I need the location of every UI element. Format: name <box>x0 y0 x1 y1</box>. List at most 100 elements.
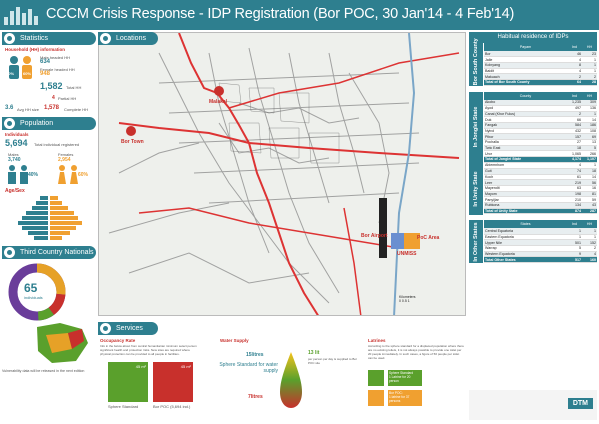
pop-female-pct: 60% <box>78 172 89 178</box>
table-cell: 14 <box>582 174 597 181</box>
table-row: Bor 46 23 <box>484 51 597 58</box>
table-cell: 432 <box>567 128 582 135</box>
table-row: Rubkona 134 43 <box>484 202 597 209</box>
table-cell: 134 <box>567 202 582 209</box>
occupancy-bor-box: 45 m² <box>153 362 193 402</box>
table-cell: Rubkona <box>484 202 567 209</box>
table-cell: 4,174 <box>567 156 582 163</box>
table-cell: Central Equatoria <box>484 228 567 235</box>
table-cell: 4 <box>567 162 582 169</box>
page-title: CCCM Crisis Response - IDP Registration … <box>46 6 515 22</box>
table-row: Nyirol 432 108 <box>484 128 597 135</box>
total-hh-label: Total HH <box>66 85 82 90</box>
table-header: States <box>484 220 567 229</box>
total-hh-value: 1,582 <box>40 81 63 91</box>
table-cell: 8 <box>567 62 582 69</box>
table-row: Mayendit 63 16 <box>484 185 597 192</box>
population-person-icons <box>8 165 78 184</box>
table-cell: 14 <box>582 116 597 123</box>
other-side-label: In Other States <box>469 220 483 264</box>
table-total-row: Total of Jonglei State 4,174 1,107 <box>484 156 597 163</box>
table-cell: 874 <box>567 208 582 215</box>
water-drop-icon <box>280 352 302 408</box>
table-row: Upper Nile 501 152 <box>484 239 597 246</box>
services-panel: Occupancy Rate Info in the below about f… <box>98 322 466 420</box>
table-cell: 1 <box>567 228 582 235</box>
table-cell: 64 <box>567 79 582 86</box>
table-cell: 4 <box>567 56 582 63</box>
water-ratio: 13 lit <box>308 350 320 356</box>
water-actual-value: 7litres <box>248 394 263 400</box>
table-cell: Nyirol <box>484 128 567 135</box>
male-headed-value: 634 <box>40 59 51 65</box>
avg-hh-label: Avg HH size <box>17 107 39 112</box>
population-heading: Population <box>2 117 96 130</box>
table-cell: 1,235 <box>567 99 582 106</box>
table-row: Makuach 2 2 <box>484 73 597 80</box>
services-heading: Services <box>98 322 158 335</box>
bor_south-side-label: In Bor South County <box>469 38 483 91</box>
chart-icon <box>4 33 15 44</box>
latrines-title: Latrines <box>368 338 386 343</box>
table-header: Ind <box>567 43 582 51</box>
table-row: Abiemnhom 4 1 <box>484 162 597 169</box>
table-row: Twic East 18 5 <box>484 145 597 152</box>
occupancy-sphere-box: 45 m² <box>108 362 148 402</box>
latrine-std-box: Sphere Standard 1 Latrine for 20 person <box>388 370 422 386</box>
latrines-text: According to the sphere standard for a d… <box>368 344 464 360</box>
table-cell: 23 <box>582 51 597 58</box>
pin-icon <box>100 33 111 44</box>
table-header: HH <box>582 220 597 229</box>
table-cell: Guit <box>484 168 567 175</box>
water-title: Water Supply <box>220 338 249 343</box>
table-cell: Western Equatoria <box>484 251 567 258</box>
table-header: HH <box>582 43 597 51</box>
table-header: Ind <box>567 91 582 100</box>
occupancy-text: Info in the below about from central hum… <box>100 344 197 356</box>
table-cell: Koch <box>484 174 567 181</box>
bor_south-table: Payam Ind HH Bor 46 23 Jalle 4 1 Kolnyang 8 1 Baidit… <box>484 43 597 86</box>
statistics-panel: Household (HH) information 40% 60% Male … <box>2 45 96 117</box>
scale-bar: Kilometers 0 0.5 1 <box>399 295 416 303</box>
table-row: Canal (Khor Fulus) 2 1 <box>484 111 597 118</box>
jonglei-table: County Ind HH Akobo 1,235 309 Ayod 497 136 Canal … <box>484 91 597 163</box>
table-row: Ayod 497 136 <box>484 105 597 112</box>
male-headed-label: Male headed HH <box>40 55 71 60</box>
malakal-label: Malakal <box>209 99 228 105</box>
table-cell: Ayod <box>484 105 567 112</box>
table-row: Panyijiar 210 59 <box>484 196 597 203</box>
table-row: Central Equatoria 1 1 <box>484 228 597 235</box>
table-cell: Baidit <box>484 68 567 75</box>
complete-hh-value: 1,578 <box>44 105 60 111</box>
table-cell: 27 <box>567 139 582 146</box>
table-row: Guit 74 18 <box>484 168 597 175</box>
population-panel: Individuals 5,694 Total individual regis… <box>2 130 96 188</box>
table-cell: 157 <box>567 133 582 140</box>
table-cell: Warrap <box>484 245 567 252</box>
location-map[interactable]: Malakal Bor Town Bor Airport PoC Area UN… <box>98 32 466 316</box>
table-cell: Eastern Equatoria <box>484 234 567 241</box>
unmiss-label: UNMISS <box>397 251 417 257</box>
table-row: Baidit 4 1 <box>484 68 597 75</box>
table-cell: 4 <box>567 68 582 75</box>
complete-hh-label: Complete HH <box>64 107 89 112</box>
habitual-residence-panel: Habitual residence of IDPs Payam Ind HH Bor… <box>469 32 597 388</box>
services-icon <box>100 323 111 334</box>
occupancy-cap2: Bor POC (5,694 ind.) <box>153 404 191 409</box>
individuals-sub: Total individual registered <box>34 142 80 147</box>
table-cell: 81 <box>582 191 597 198</box>
malakal-pin-icon <box>214 86 224 96</box>
table-cell: Duk <box>484 116 567 123</box>
individuals-value: 5,694 <box>5 138 28 148</box>
hh-female-pct: 60% <box>23 71 32 76</box>
age-sex-heading: Age/Sex <box>5 188 25 194</box>
table-cell: 16 <box>582 185 597 192</box>
table-cell: 56 <box>582 179 597 186</box>
table-cell: 136 <box>582 105 597 112</box>
table-cell: 287 <box>582 208 597 215</box>
table-header: HH <box>582 91 597 100</box>
table-cell: 18 <box>567 145 582 152</box>
partial-hh-label: Partial HH <box>58 96 77 101</box>
table-cell: 1 <box>582 62 597 69</box>
pop-male-pct: 40% <box>28 172 39 178</box>
